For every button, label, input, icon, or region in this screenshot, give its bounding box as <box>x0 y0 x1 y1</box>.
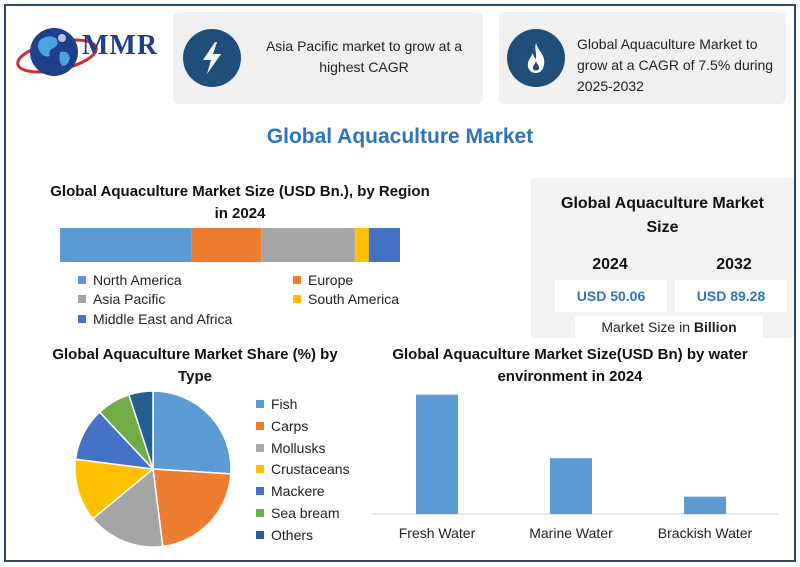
tick-label-fresh-water: Fresh Water <box>398 525 476 541</box>
legend-item-south-america: South America <box>293 291 399 307</box>
legend-item-others: Others <box>256 527 313 543</box>
legend-label: North America <box>93 272 182 288</box>
region-bar-segment-north-america <box>60 228 192 262</box>
legend-label: Europe <box>308 272 354 288</box>
pie-slice-crustaceans <box>74 458 155 520</box>
legend-label: Sea bream <box>271 505 340 521</box>
legend-swatch <box>256 487 264 496</box>
legend-item-crustaceans: Crustaceans <box>256 461 350 477</box>
unit-bold: Billion <box>693 319 737 335</box>
tick-label-brackish-water: Brackish Water <box>657 525 753 541</box>
pie-slice-others <box>127 390 154 470</box>
year-2024: 2024 <box>592 256 628 273</box>
mmr-logo <box>12 18 162 88</box>
legend-item-asia-pacific: Asia Pacific <box>78 291 165 307</box>
legend-label: Crustaceans <box>271 461 350 478</box>
region-bar-segment-south-america <box>354 228 369 262</box>
legend-swatch <box>256 530 264 539</box>
legend-item-mackere: Mackere <box>256 483 325 499</box>
value-2032: USD 89.28 <box>675 280 787 312</box>
pie-slice-carps <box>152 468 232 548</box>
legend-label: Middle East and Africa <box>93 311 233 327</box>
unit-label: Market Size in Billion <box>575 316 763 338</box>
lightning-icon <box>183 29 241 87</box>
tick-label-marine-water: Marine Water <box>529 525 613 541</box>
legend-swatch <box>256 465 264 474</box>
pie-slice-fish <box>152 390 232 475</box>
pie-slice-mollusks <box>91 467 164 548</box>
legend-item-north-america: North America <box>78 272 182 288</box>
region-bar-segment-asia-pacific <box>261 228 355 262</box>
market-size-title: Global Aquaculture Market Size <box>561 195 764 236</box>
highlight-text: Global Aquaculture Market to grow at a C… <box>577 36 774 94</box>
legend-item-europe: Europe <box>293 272 353 288</box>
value-2024: USD 50.06 <box>555 280 667 312</box>
type-pie-chart <box>74 390 232 548</box>
legend-swatch <box>78 295 86 303</box>
legend-item-sea-bream: Sea bream <box>256 505 339 521</box>
region-bar-segment-europe <box>191 228 262 262</box>
legend-label: Carps <box>271 417 309 434</box>
market-size-panel: Global Aquaculture Market Size 2024 2032… <box>531 178 794 338</box>
legend-item-carps: Carps <box>256 418 308 434</box>
region-bar-segment-middle-east-and-africa <box>368 228 400 262</box>
legend-swatch <box>78 315 86 323</box>
unit-prefix: Market Size in <box>601 319 694 335</box>
globe-icon <box>16 28 98 76</box>
legend-label: Mackere <box>271 483 325 500</box>
legend-swatch <box>293 295 301 303</box>
legend-swatch <box>256 509 264 517</box>
legend-label: Fish <box>271 396 298 412</box>
highlight-card-cagr-region: Asia Pacific market to grow at a highest… <box>173 12 483 104</box>
legend-swatch <box>256 443 264 452</box>
region-chart-title: Global Aquaculture Market Size (USD Bn.)… <box>50 183 430 222</box>
legend-label: Asia Pacific <box>93 291 166 307</box>
brand-name: MMR <box>82 30 159 61</box>
main-title: Global Aquaculture Market <box>266 125 534 148</box>
highlight-card-cagr-global: Global Aquaculture Market to grow at a C… <box>499 12 786 104</box>
legend-swatch <box>256 400 264 408</box>
bar-marine-water <box>550 458 592 514</box>
legend-label: South America <box>308 291 400 307</box>
legend-item-fish: Fish <box>256 396 297 412</box>
water-chart-title: Global Aquaculture Market Size(USD Bn) b… <box>392 346 748 385</box>
legend-swatch <box>256 421 264 430</box>
type-chart-title: Global Aquaculture Market Share (%) by T… <box>52 346 338 385</box>
bar-brackish-water <box>684 496 726 514</box>
highlight-text: Asia Pacific market to grow at a highest… <box>265 38 463 75</box>
bar-fresh-water <box>416 394 458 514</box>
legend-label: Mollusks <box>271 439 326 456</box>
legend-item-mollusks: Mollusks <box>256 440 325 456</box>
legend-swatch <box>293 276 301 284</box>
legend-item-middle-east-and-africa: Middle East and Africa <box>78 311 232 327</box>
legend-swatch <box>78 276 86 284</box>
legend-label: Others <box>271 526 314 543</box>
year-2032: 2032 <box>716 256 752 273</box>
flame-icon <box>507 29 565 87</box>
